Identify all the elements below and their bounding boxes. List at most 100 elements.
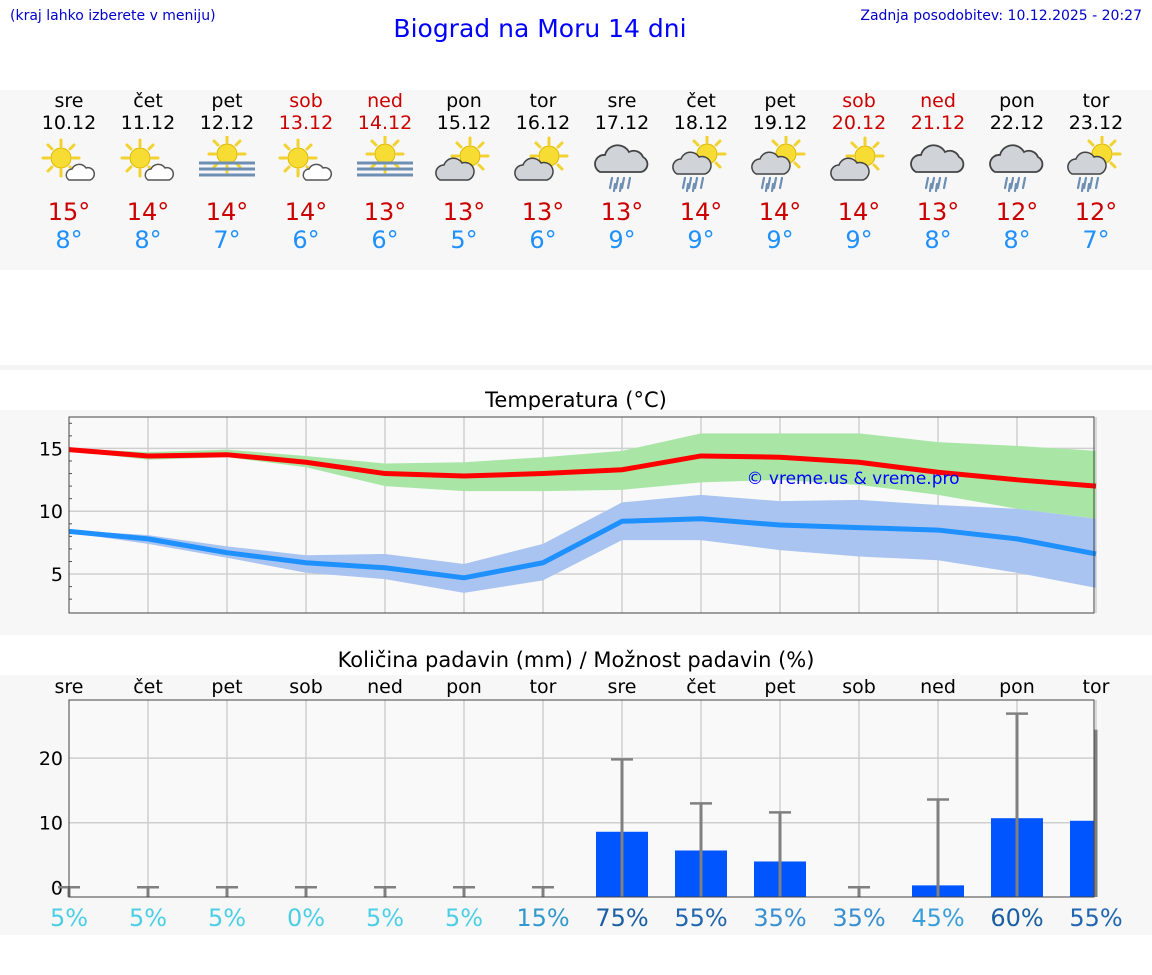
precipitation-probability: 45% bbox=[911, 904, 965, 932]
max-temp-range-band bbox=[69, 433, 1096, 519]
temperature-chart-title: Temperatura (°C) bbox=[485, 388, 667, 412]
precipitation-probability: 75% bbox=[595, 904, 649, 932]
temp-max: 14° bbox=[758, 198, 802, 226]
temp-max: 12° bbox=[1074, 198, 1118, 226]
precipitation-probability: 55% bbox=[1069, 904, 1123, 932]
day-date: 15.12 bbox=[436, 112, 492, 134]
y-tick-label: 5 bbox=[51, 564, 63, 586]
precipitation-bar bbox=[1070, 820, 1094, 897]
forecast-band bbox=[0, 90, 1152, 270]
temp-min: 6° bbox=[529, 226, 557, 254]
min-temp-line bbox=[68, 516, 1097, 581]
last-updated: Zadnja posodobitev: 10.12.2025 - 20:27 bbox=[860, 8, 1142, 24]
day-date: 10.12 bbox=[41, 112, 97, 134]
temp-max: 13° bbox=[600, 198, 644, 226]
day-date: 16.12 bbox=[515, 112, 571, 134]
page-title: Biograd na Moru 14 dni bbox=[393, 14, 687, 43]
max-temp-line bbox=[68, 447, 1097, 489]
temp-min: 7° bbox=[1082, 226, 1110, 254]
day-name: ned bbox=[920, 90, 956, 112]
precipitation-plot-frame bbox=[68, 699, 1095, 898]
day-name: sre bbox=[54, 90, 84, 112]
y-tick-label: 10 bbox=[39, 813, 63, 835]
precipitation-probability: 5% bbox=[207, 904, 247, 932]
day-date: 11.12 bbox=[120, 112, 176, 134]
day-name: čet bbox=[686, 90, 716, 112]
day-name: čet bbox=[133, 90, 163, 112]
temp-min: 9° bbox=[766, 226, 794, 254]
precipitation-probability: 5% bbox=[365, 904, 405, 932]
temp-max: 14° bbox=[837, 198, 881, 226]
day-name: ned bbox=[367, 90, 403, 112]
x-tick-label: čet bbox=[133, 676, 163, 698]
temp-min: 6° bbox=[292, 226, 320, 254]
temp-min: 8° bbox=[1003, 226, 1031, 254]
temp-max: 13° bbox=[442, 198, 486, 226]
day-date: 17.12 bbox=[594, 112, 650, 134]
day-name: pet bbox=[211, 90, 243, 112]
y-tick-label: 0 bbox=[51, 877, 63, 899]
day-name: pet bbox=[764, 90, 796, 112]
day-date: 13.12 bbox=[278, 112, 334, 134]
day-date: 19.12 bbox=[752, 112, 808, 134]
day-date: 14.12 bbox=[357, 112, 413, 134]
day-date: 12.12 bbox=[199, 112, 255, 134]
temp-max: 12° bbox=[995, 198, 1039, 226]
section-divider bbox=[0, 365, 1152, 370]
temperature-plot-frame bbox=[68, 416, 1095, 614]
precipitation-probability: 35% bbox=[832, 904, 886, 932]
x-tick-label: pon bbox=[999, 676, 1035, 698]
temp-min: 9° bbox=[845, 226, 873, 254]
temp-max: 13° bbox=[916, 198, 960, 226]
x-tick-label: tor bbox=[1082, 676, 1110, 698]
location-menu-hint[interactable]: (kraj lahko izberete v meniju) bbox=[10, 8, 216, 24]
temp-min: 8° bbox=[924, 226, 952, 254]
temp-max: 14° bbox=[205, 198, 249, 226]
x-tick-label: pet bbox=[211, 676, 243, 698]
temp-max: 14° bbox=[126, 198, 170, 226]
x-tick-label: ned bbox=[367, 676, 403, 698]
precipitation-probability: 5% bbox=[444, 904, 484, 932]
day-name: pon bbox=[446, 90, 482, 112]
day-date: 18.12 bbox=[673, 112, 729, 134]
temp-min: 6° bbox=[371, 226, 399, 254]
precipitation-probability: 5% bbox=[128, 904, 168, 932]
temp-max: 13° bbox=[363, 198, 407, 226]
x-tick-label: pet bbox=[764, 676, 796, 698]
x-tick-label: sob bbox=[842, 676, 876, 698]
precipitation-probability: 15% bbox=[516, 904, 570, 932]
x-tick-label: tor bbox=[529, 676, 557, 698]
day-name: tor bbox=[529, 90, 557, 112]
temp-min: 7° bbox=[213, 226, 241, 254]
x-tick-label: sre bbox=[54, 676, 84, 698]
temp-min: 9° bbox=[608, 226, 636, 254]
day-date: 22.12 bbox=[989, 112, 1045, 134]
precipitation-probability: 60% bbox=[990, 904, 1044, 932]
x-tick-label: sob bbox=[289, 676, 323, 698]
precipitation-probability: 35% bbox=[753, 904, 807, 932]
temp-max: 14° bbox=[284, 198, 328, 226]
temp-max: 15° bbox=[47, 198, 91, 226]
precipitation-probability: 5% bbox=[49, 904, 89, 932]
temp-min: 8° bbox=[55, 226, 83, 254]
precipitation-plot-area bbox=[69, 700, 1094, 897]
temp-min: 5° bbox=[450, 226, 478, 254]
y-tick-label: 15 bbox=[39, 438, 63, 460]
temp-max: 14° bbox=[679, 198, 723, 226]
precipitation-chart-title: Količina padavin (mm) / Možnost padavin … bbox=[337, 648, 815, 672]
day-date: 23.12 bbox=[1068, 112, 1124, 134]
day-name: pon bbox=[999, 90, 1035, 112]
precipitation-probability: 55% bbox=[674, 904, 728, 932]
temp-min: 8° bbox=[134, 226, 162, 254]
day-name: sob bbox=[289, 90, 323, 112]
y-tick-label: 20 bbox=[39, 748, 63, 770]
temp-max: 13° bbox=[521, 198, 565, 226]
day-name: tor bbox=[1082, 90, 1110, 112]
day-date: 21.12 bbox=[910, 112, 966, 134]
day-name: sob bbox=[842, 90, 876, 112]
x-tick-label: sre bbox=[607, 676, 637, 698]
day-name: sre bbox=[607, 90, 637, 112]
watermark: © vreme.us & vreme.pro bbox=[746, 469, 959, 489]
